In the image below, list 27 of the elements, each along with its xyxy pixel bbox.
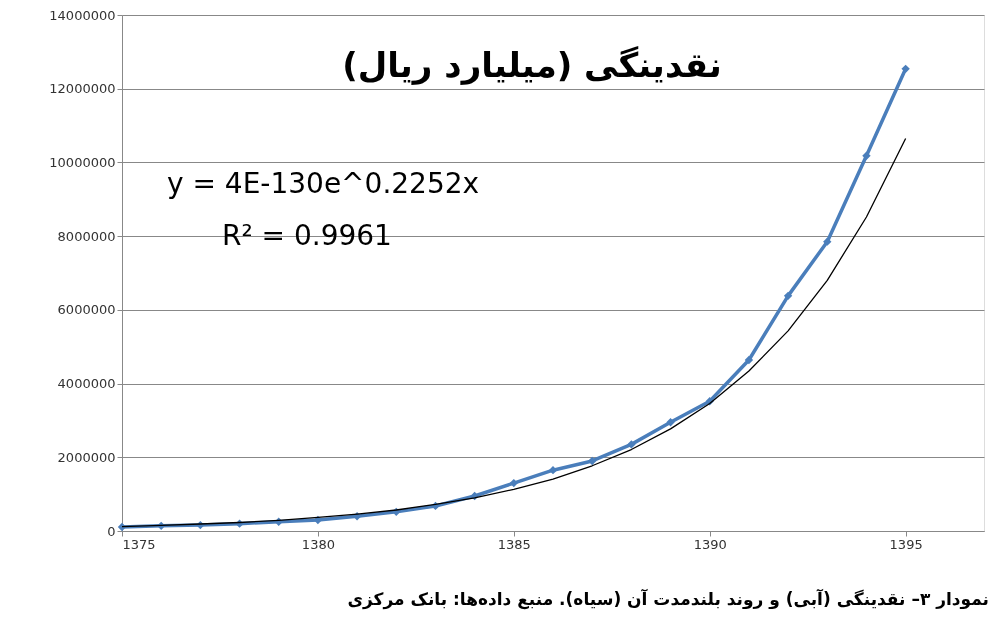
x-tick-label: 1375: [122, 536, 156, 552]
x-tick-label: 1380: [301, 536, 335, 552]
point: [823, 237, 832, 246]
annotation: y = 4E-130e^0.2252x: [167, 167, 480, 200]
y-tick-label: 8000000: [57, 228, 116, 244]
text: نمودار ۳– نقدینگی (آبی) و روند بلندمدت آن (سیاه). منبع داده‌ها: بانک مرکزی: [347, 588, 989, 610]
text: نقدینگی (میلیارد ریال): [342, 45, 722, 85]
point: [862, 151, 871, 160]
x-tick-label: 1395: [889, 536, 923, 552]
y-tick-label: 12000000: [49, 81, 116, 97]
y-tick-label: 6000000: [57, 302, 116, 318]
y-tick-label: 2000000: [57, 449, 116, 465]
point: [783, 291, 793, 301]
y-tick-label: 4000000: [57, 376, 116, 392]
point: [901, 64, 910, 73]
point: [627, 440, 636, 449]
point: [509, 478, 518, 488]
y-tick-label: 14000000: [49, 7, 116, 23]
x-tick-label: 1390: [693, 536, 727, 552]
y-tick-label: 10000000: [49, 154, 116, 170]
point: [548, 466, 558, 475]
point: [588, 456, 597, 466]
x-tick-label: 1385: [497, 536, 531, 552]
point: [744, 355, 754, 365]
y-tick-label: 0: [107, 523, 116, 539]
point: [666, 418, 675, 427]
annotation: R² = 0.9961: [222, 219, 392, 252]
